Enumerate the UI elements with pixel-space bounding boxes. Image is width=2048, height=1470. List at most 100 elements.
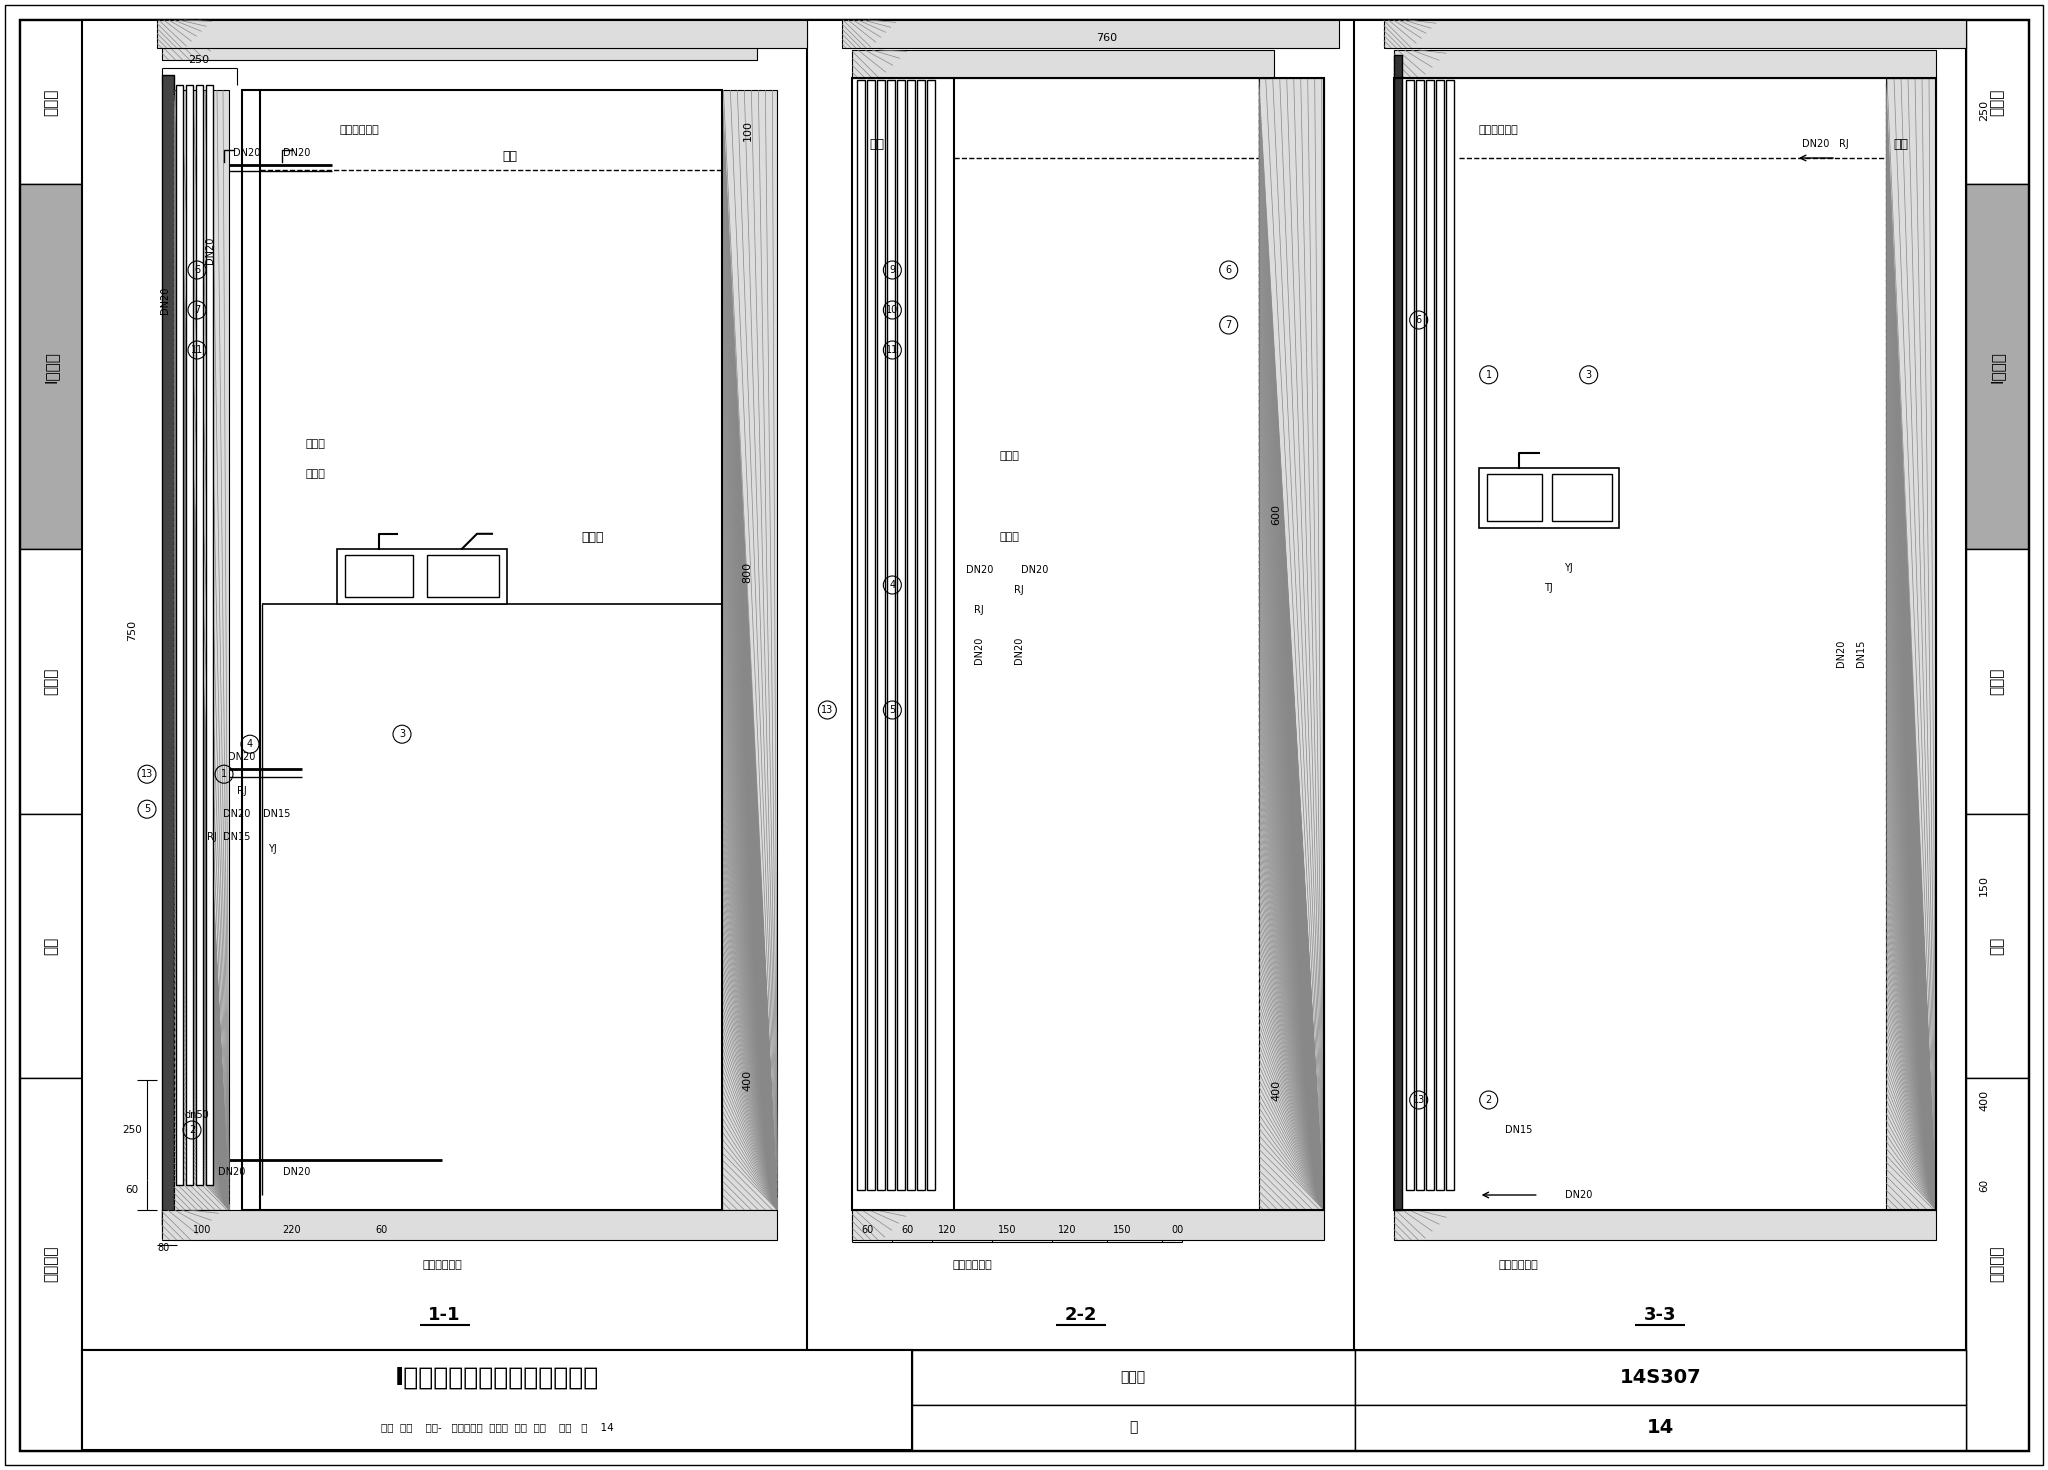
Text: 600: 600 [1272, 504, 1282, 525]
Text: DN20: DN20 [219, 1167, 246, 1177]
Text: 11: 11 [190, 345, 203, 354]
Bar [723, 90, 778, 1210]
Text: RJ: RJ [207, 832, 217, 842]
Text: 2: 2 [188, 1125, 195, 1135]
Text: DN15: DN15 [264, 809, 291, 819]
Bar [1446, 79, 1454, 1191]
Bar [1425, 79, 1434, 1191]
Text: DN20: DN20 [283, 148, 311, 157]
Bar [20, 814, 82, 1078]
Text: DN20: DN20 [1802, 140, 1829, 148]
Text: 14: 14 [1647, 1419, 1673, 1438]
Text: DN20: DN20 [1565, 1191, 1593, 1200]
Text: I型厨房: I型厨房 [1989, 351, 2005, 382]
Bar [858, 79, 866, 1191]
Bar [1487, 473, 1542, 520]
Text: 检修门: 检修门 [305, 440, 326, 450]
Text: RJ: RJ [1014, 585, 1024, 595]
Text: DN20: DN20 [160, 287, 170, 313]
Text: 100: 100 [741, 119, 752, 141]
Text: 60: 60 [862, 1225, 872, 1235]
Bar [344, 554, 414, 597]
Text: I型厨房给排水管道安装方案三: I型厨房给排水管道安装方案三 [395, 1366, 600, 1389]
Bar [1354, 1349, 1966, 1405]
Bar [1966, 1078, 2028, 1449]
Text: 检修口: 检修口 [999, 532, 1020, 542]
Text: 完成装饰地面: 完成装饰地面 [1499, 1260, 1538, 1270]
Text: 2: 2 [1485, 1095, 1491, 1105]
Text: 400: 400 [1272, 1079, 1282, 1101]
Text: 审核  张森    张棼-   校对张文华  沈文平  设计  万水    万水   页    14: 审核 张森 张棼- 校对张文华 沈文平 设计 万水 万水 页 14 [381, 1423, 612, 1432]
Text: 220: 220 [283, 1225, 301, 1235]
Text: DN20: DN20 [1014, 637, 1024, 663]
Text: 250: 250 [188, 54, 209, 65]
Text: 完成装饰墙面: 完成装饰墙面 [1479, 125, 1518, 135]
Bar [20, 1078, 82, 1449]
Bar [162, 1210, 778, 1241]
Bar [176, 85, 182, 1185]
Text: DN20: DN20 [967, 564, 993, 575]
Text: 2-2: 2-2 [1065, 1305, 1098, 1324]
Bar [338, 548, 508, 604]
Bar [928, 79, 936, 1191]
Text: I型厨房: I型厨房 [43, 351, 59, 382]
Bar [1436, 79, 1444, 1191]
Text: TJ: TJ [1544, 582, 1552, 592]
Bar [242, 90, 723, 1210]
Text: DN20: DN20 [1835, 639, 1845, 667]
Text: DN15: DN15 [223, 832, 250, 842]
Bar [1479, 467, 1618, 528]
Bar [1966, 550, 2028, 814]
Bar [20, 550, 82, 814]
Bar [897, 79, 905, 1191]
Bar [426, 554, 500, 597]
Bar [852, 50, 1274, 78]
Text: 卫生间: 卫生间 [43, 667, 59, 695]
Text: 800: 800 [741, 562, 752, 582]
Text: 60: 60 [901, 1225, 913, 1235]
Text: 6: 6 [195, 265, 201, 275]
Text: RJ: RJ [238, 786, 248, 797]
Text: 检修口: 检修口 [305, 469, 326, 479]
Text: 4: 4 [889, 581, 895, 589]
Bar [158, 21, 807, 49]
Bar [1966, 814, 2028, 1078]
Bar [207, 85, 213, 1185]
Text: 1: 1 [221, 769, 227, 779]
Text: 14S307: 14S307 [1620, 1369, 1702, 1388]
Bar [162, 21, 758, 60]
Text: DN20: DN20 [233, 148, 260, 157]
Text: DN20: DN20 [975, 637, 985, 663]
Text: 120: 120 [1059, 1225, 1077, 1235]
Bar [877, 79, 885, 1191]
Bar [911, 1405, 1354, 1449]
Text: 6: 6 [1225, 265, 1231, 275]
Text: 1: 1 [1485, 370, 1491, 379]
Bar [1405, 79, 1413, 1191]
Bar [1886, 78, 1935, 1210]
Bar [20, 184, 82, 550]
Bar [197, 85, 203, 1185]
Text: 400: 400 [1978, 1089, 1989, 1110]
Text: 3: 3 [399, 729, 406, 739]
Bar [887, 79, 895, 1191]
Bar [174, 90, 229, 1210]
Text: 7: 7 [195, 304, 201, 315]
Bar [1395, 1210, 1935, 1241]
Text: 150: 150 [997, 1225, 1016, 1235]
Bar [1552, 473, 1612, 520]
Text: DN15: DN15 [1855, 639, 1866, 667]
Text: 250: 250 [123, 1125, 141, 1135]
Text: 6: 6 [1415, 315, 1421, 325]
Bar [852, 1210, 1323, 1241]
Bar [1395, 78, 1935, 1210]
Text: 13: 13 [1413, 1095, 1425, 1105]
Text: 760: 760 [1096, 32, 1116, 43]
Bar [1966, 184, 2028, 550]
Bar [868, 79, 874, 1191]
Text: 吊顶: 吊顶 [870, 138, 885, 150]
Text: 4: 4 [248, 739, 254, 750]
Text: 7: 7 [1225, 320, 1231, 329]
Text: DN20: DN20 [205, 237, 215, 263]
Text: 完成装饰地面: 完成装饰地面 [422, 1260, 463, 1270]
